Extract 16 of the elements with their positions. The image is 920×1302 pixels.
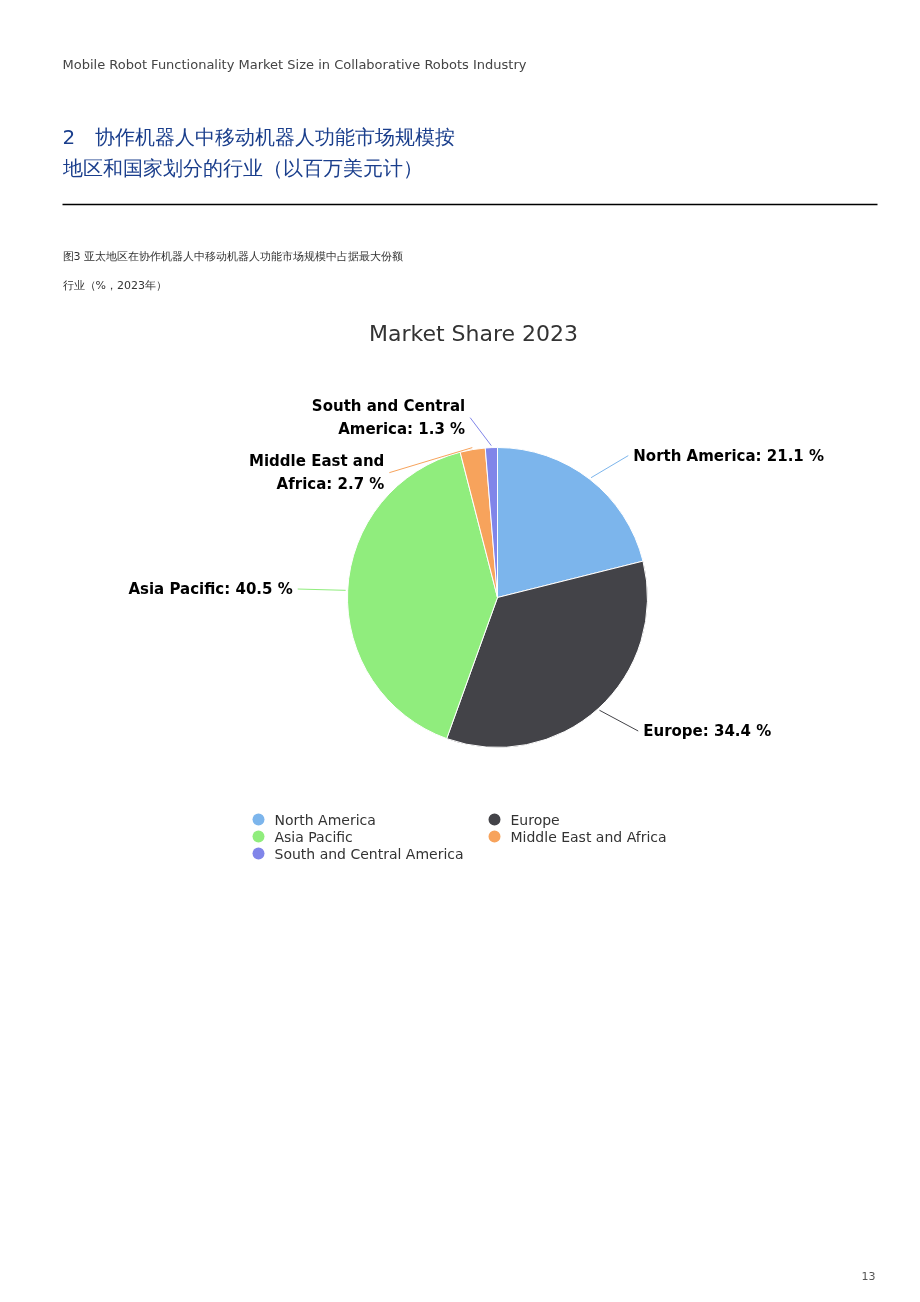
data-label: North America: 21.1 % [633, 446, 825, 465]
text: 行业（%，2023年） [62, 279, 167, 292]
data-label: Middle East and Africa: 2.7 % [249, 451, 385, 494]
legend-label: Middle East and Africa [510, 828, 667, 845]
caption: 图3 亚太地区在协作机器人中移动机器人功能市场规模中占据最大份额 [62, 250, 403, 263]
legend-label: Asia Pacific [274, 828, 353, 845]
text: 13 [861, 1269, 876, 1283]
legend-label: North America [274, 811, 376, 828]
text: Mobile Robot Functionality Market Size in Collaborative Robots Industry [62, 57, 527, 72]
legend-label: South and Central America [274, 845, 464, 862]
data-label: South and Central America: 1.3 % [311, 396, 466, 439]
chart-subtitle: 2 协作机器人中移动机器人功能市场规模按地区和国家划分的行业（以百万美元计） [61, 124, 456, 180]
data-label: Europe: 34.4 % [643, 722, 772, 741]
legend-label: Europe [510, 811, 560, 828]
data-label: Asia Pacific: 40.5 % [128, 580, 293, 599]
chart-title: Market Share 2023 [368, 321, 579, 346]
